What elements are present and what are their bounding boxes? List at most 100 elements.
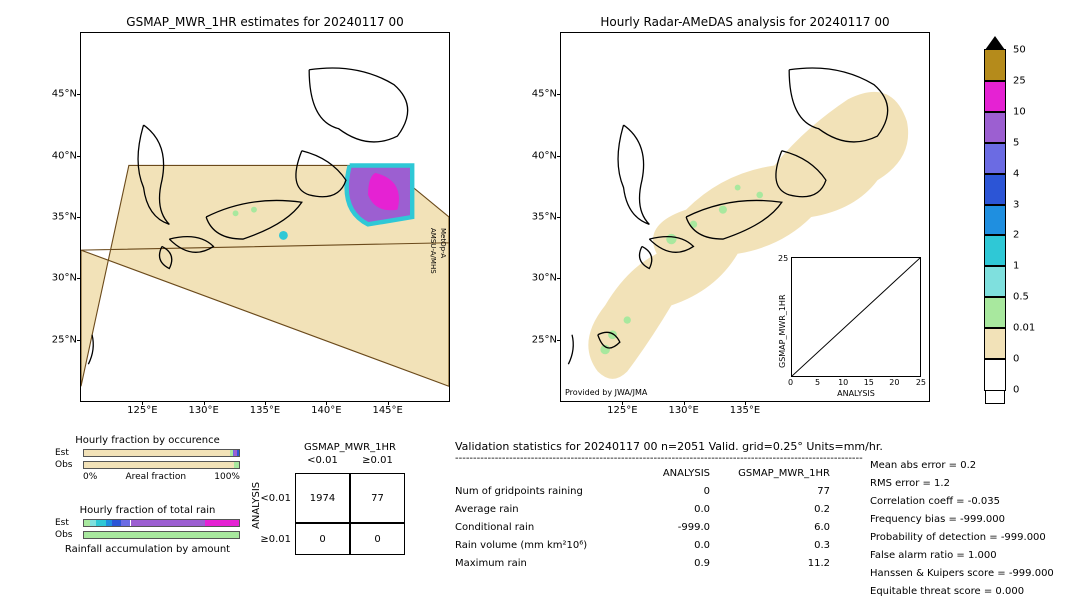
map-right-title: Hourly Radar-AMeDAS analysis for 2024011… (561, 15, 929, 29)
stats-key: Average rain (455, 504, 630, 515)
map-left: GSMAP_MWR_1HR estimates for 20240117 00 … (80, 32, 450, 402)
stats-key: Maximum rain (455, 558, 630, 569)
stats-val-a: 0.0 (630, 540, 710, 551)
bar-seg (112, 520, 121, 526)
metric-row: Frequency bias = -999.000 (870, 514, 1080, 532)
inset-ylabel: GSMAP_MWR_1HR (778, 268, 787, 368)
colorbar-seg (985, 359, 1005, 390)
bar-row-label: Obs (55, 530, 83, 540)
bar-track (83, 461, 240, 469)
stats-row: Conditional rain -999.0 6.0 (455, 518, 895, 536)
bar-seg (84, 532, 239, 538)
bar-seg (96, 520, 105, 526)
contingency-table: GSMAP_MWR_1HR ANALYSIS <0.01 ≥0.01 <0.01… (265, 442, 405, 555)
bar-track (83, 519, 240, 527)
colorbar-tick: 1 (1013, 261, 1019, 272)
colorbar-seg (985, 205, 1005, 236)
bar-axis-label: Areal fraction (125, 472, 186, 482)
inset-scatter: GSMAP_MWR_1HR ANALYSIS 0 5 10 15 20 25 2… (791, 257, 921, 377)
map-left-svg (81, 33, 449, 401)
stats-val-b: 77 (710, 486, 830, 497)
bar-seg (234, 462, 239, 468)
stats-val-b: 0.2 (710, 504, 830, 515)
colorbar-seg (985, 235, 1005, 266)
colorbar-top-tri (985, 36, 1005, 50)
stats-key: Rain volume (mm km²10⁶) (455, 540, 630, 551)
bar-seg (205, 520, 239, 526)
stats-val-a: -999.0 (630, 522, 710, 533)
colorbar-tick: 3 (1013, 199, 1019, 210)
colorbar-seg (985, 266, 1005, 297)
colorbar-tick: 25 (1013, 75, 1026, 86)
colorbar-seg (985, 50, 1005, 81)
stats-val-a: 0.0 (630, 504, 710, 515)
bar-row-label: Est (55, 448, 83, 458)
metric-row: Hanssen & Kuipers score = -999.000 (870, 568, 1080, 586)
colorbar-tick: 2 (1013, 230, 1019, 241)
colorbar-tick: 10 (1013, 106, 1026, 117)
inset-xt4: 20 (889, 378, 899, 387)
inset-xt3: 15 (864, 378, 874, 387)
map-left-title: GSMAP_MWR_1HR estimates for 20240117 00 (81, 15, 449, 29)
sat-label-2: AMSU-A/MHS (429, 228, 437, 274)
metric-row: Correlation coeff = -0.035 (870, 496, 1080, 514)
bar-row: Obs (55, 460, 240, 470)
inset-yt5: 25 (778, 254, 788, 263)
metric-row: Equitable threat score = 0.000 (870, 586, 1080, 604)
ct-col-1: ≥0.01 (350, 455, 405, 473)
colorbar-tick: 50 (1013, 45, 1026, 56)
colorbar-seg (985, 297, 1005, 328)
metric-row: False alarm ratio = 1.000 (870, 550, 1080, 568)
ct-ylabel: ANALYSIS (251, 473, 262, 537)
colorbar-tick: 0.01 (1013, 323, 1035, 334)
bar-row: Est (55, 518, 240, 528)
colorbar-tick: 0 (1013, 385, 1019, 396)
stats-title: Validation statistics for 20240117 00 n=… (455, 440, 895, 453)
colorbar-tick: 4 (1013, 168, 1019, 179)
inset-xt1: 5 (815, 378, 820, 387)
inset-xt5: 25 (916, 378, 926, 387)
stats-row: Num of gridpoints raining 0 77 (455, 482, 895, 500)
stats-val-b: 11.2 (710, 558, 830, 569)
ct-row-1: ≥0.01 (265, 523, 295, 555)
colorbar-seg (985, 81, 1005, 112)
ct-title: GSMAP_MWR_1HR (295, 442, 405, 453)
bar-accum-title: Rainfall accumulation by amount (55, 544, 240, 555)
colorbar-tick: 0.5 (1013, 292, 1029, 303)
stats-val-a: 0 (630, 486, 710, 497)
metric-row: Probability of detection = -999.000 (870, 532, 1080, 550)
inset-xlabel: ANALYSIS (792, 389, 920, 398)
inset-xt0: 0 (788, 378, 793, 387)
bar-row-label: Est (55, 518, 83, 528)
ct-col-0: <0.01 (295, 455, 350, 473)
stats-hdr-a: ANALYSIS (630, 468, 710, 479)
stats-panel: Validation statistics for 20240117 00 n=… (455, 440, 895, 572)
colorbar-seg (985, 143, 1005, 174)
ct-row-0: <0.01 (265, 473, 295, 523)
colorbar-tick: 5 (1013, 137, 1019, 148)
bar-axis-0: 0% (83, 472, 97, 482)
bar-seg (237, 450, 239, 456)
stats-val-b: 0.3 (710, 540, 830, 551)
ct-cell-10: 0 (295, 523, 350, 555)
bar-track (83, 449, 240, 457)
metric-row: RMS error = 1.2 (870, 478, 1080, 496)
inset-xt2: 10 (838, 378, 848, 387)
stats-val-a: 0.9 (630, 558, 710, 569)
colorbar-seg (985, 174, 1005, 205)
bar-row-label: Obs (55, 460, 83, 470)
bar-row: Obs (55, 530, 240, 540)
stats-dash: ----------------------------------------… (455, 453, 895, 464)
metrics-panel: Mean abs error = 0.2RMS error = 1.2Corre… (870, 460, 1080, 604)
colorbar-bot-tri (985, 390, 1005, 404)
bar-rain: Hourly fraction of total rain EstObs Rai… (55, 505, 240, 557)
bar-seg (121, 520, 130, 526)
bar-occ-title: Hourly fraction by occurence (55, 435, 240, 446)
sat-label-1: MetOp-A (439, 228, 447, 258)
colorbar: 502510543210.50.0100 (985, 36, 1005, 404)
ct-cell-01: 77 (350, 473, 405, 523)
stats-key: Conditional rain (455, 522, 630, 533)
stats-row: Average rain 0.0 0.2 (455, 500, 895, 518)
colorbar-tick: 0 (1013, 354, 1019, 365)
bar-row: Est (55, 448, 240, 458)
